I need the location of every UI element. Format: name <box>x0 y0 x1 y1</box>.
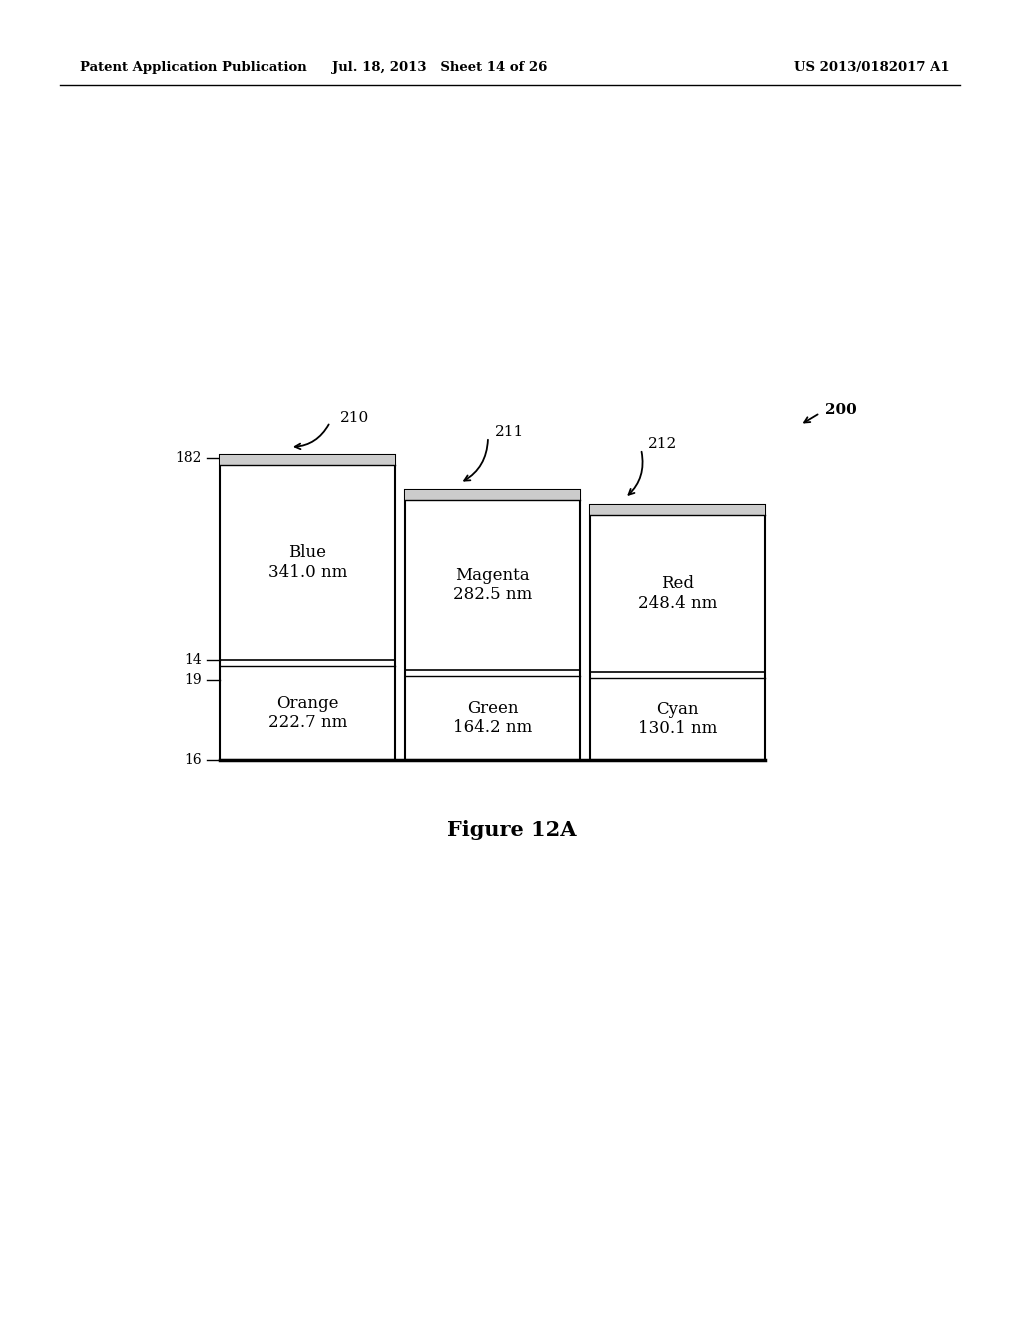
Text: US 2013/0182017 A1: US 2013/0182017 A1 <box>795 62 950 74</box>
Text: 200: 200 <box>825 403 857 417</box>
Bar <box>406 490 580 500</box>
Text: 182: 182 <box>176 451 202 465</box>
Text: Green
164.2 nm: Green 164.2 nm <box>453 700 532 737</box>
Text: Figure 12A: Figure 12A <box>447 820 577 840</box>
Text: Patent Application Publication: Patent Application Publication <box>80 62 307 74</box>
Text: 210: 210 <box>340 411 370 425</box>
Text: 19: 19 <box>184 673 202 686</box>
Text: Cyan
130.1 nm: Cyan 130.1 nm <box>638 701 717 738</box>
Bar <box>406 490 580 760</box>
Text: 211: 211 <box>495 425 524 440</box>
Bar <box>590 506 765 515</box>
Text: 16: 16 <box>184 752 202 767</box>
Text: 14: 14 <box>184 653 202 667</box>
Bar <box>590 506 765 760</box>
Text: Magenta
282.5 nm: Magenta 282.5 nm <box>453 566 532 603</box>
Text: Blue
341.0 nm: Blue 341.0 nm <box>268 544 347 581</box>
Text: 212: 212 <box>648 437 677 451</box>
Text: Orange
222.7 nm: Orange 222.7 nm <box>268 694 347 731</box>
Text: Jul. 18, 2013   Sheet 14 of 26: Jul. 18, 2013 Sheet 14 of 26 <box>333 62 548 74</box>
Bar <box>220 455 395 465</box>
Text: Red
248.4 nm: Red 248.4 nm <box>638 576 717 611</box>
Bar <box>220 455 395 760</box>
